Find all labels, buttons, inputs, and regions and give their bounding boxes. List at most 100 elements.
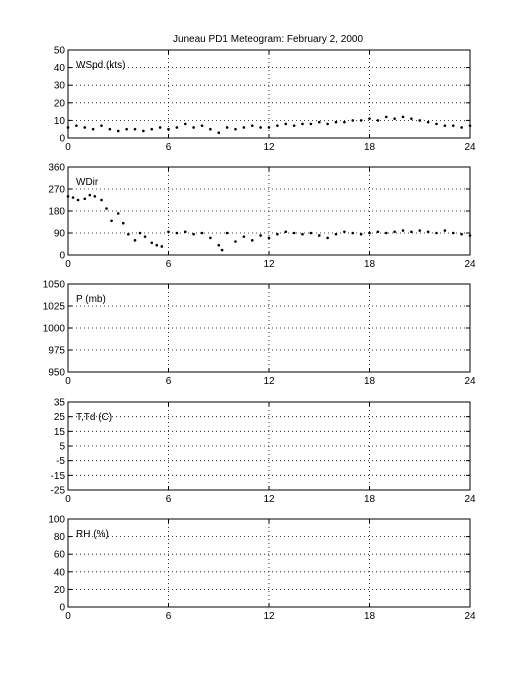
y-tick-label: -5 — [56, 456, 65, 467]
x-tick-label: 18 — [364, 611, 376, 622]
y-tick-label: 0 — [59, 134, 65, 145]
data-point — [142, 129, 145, 133]
wspd-panel: 0 6 12 18 24 0 10 20 30 40 50 WSpd (kts) — [54, 46, 476, 154]
wdir-panel: 0 6 12 18 24 0 90 180 270 360 WDir — [48, 163, 476, 271]
x-tick-label: 0 — [65, 259, 71, 270]
y-tick-label: 20 — [54, 585, 66, 596]
y-tick-label: 10 — [54, 116, 66, 127]
data-point — [418, 229, 422, 232]
data-point — [133, 127, 137, 131]
y-tick-label: -15 — [51, 471, 66, 482]
y-tick-label: 100 — [48, 515, 65, 526]
data-point — [326, 122, 329, 126]
y-tick-label: 25 — [54, 412, 66, 423]
pressure-panel: 0 6 12 18 24 950 975 1000 1025 1050 P (mb) — [43, 280, 476, 388]
data-point — [167, 230, 170, 234]
y-tick-label: 5 — [59, 442, 65, 453]
data-point — [376, 119, 380, 122]
data-point — [418, 119, 422, 122]
data-point — [301, 232, 304, 236]
x-tick-label: 12 — [263, 376, 275, 387]
y-tick-label: 1000 — [43, 324, 66, 335]
data-point — [192, 232, 195, 236]
data-point — [83, 126, 87, 129]
x-tick-label: 18 — [364, 142, 376, 153]
y-tick-label: 0 — [59, 251, 65, 262]
x-tick-label: 12 — [263, 494, 275, 505]
data-point — [334, 232, 338, 236]
y-tick-label: 20 — [54, 98, 66, 109]
data-point — [368, 231, 371, 235]
data-point — [155, 243, 159, 247]
wspd-label: WSpd (kts) — [76, 60, 125, 71]
x-tick-label: 18 — [364, 494, 376, 505]
data-point — [234, 127, 237, 131]
data-point — [292, 124, 296, 127]
data-point — [267, 236, 271, 240]
data-point — [108, 127, 112, 131]
data-point — [451, 124, 455, 127]
data-point — [116, 212, 120, 215]
x-tick-label: 24 — [464, 611, 476, 622]
data-point — [351, 231, 355, 235]
x-tick-label: 6 — [166, 611, 172, 622]
data-point — [183, 122, 187, 126]
data-point — [384, 231, 388, 235]
y-tick-label: 40 — [54, 567, 66, 578]
data-point — [192, 126, 195, 129]
data-point — [125, 127, 128, 131]
data-point — [217, 131, 221, 135]
data-point — [220, 248, 224, 252]
x-tick-label: 12 — [263, 259, 275, 270]
data-point — [259, 126, 262, 129]
figure-title: Juneau PD1 Meteogram: February 2, 2000 — [173, 34, 364, 45]
data-point — [200, 231, 204, 235]
data-point — [317, 234, 321, 237]
data-point — [158, 126, 162, 129]
data-point — [401, 229, 405, 232]
x-tick-label: 0 — [65, 611, 71, 622]
x-tick-label: 12 — [263, 611, 275, 622]
x-tick-label: 12 — [263, 142, 275, 153]
pressure-label: P (mb) — [76, 294, 106, 305]
temp-dewpoint-panel: 0 6 12 18 24 -25 -15 -5 5 15 25 35 T,Td (C) — [51, 398, 476, 506]
data-point — [443, 124, 447, 127]
data-point — [284, 122, 288, 126]
data-point — [460, 232, 463, 236]
data-point — [451, 231, 455, 235]
data-point — [209, 236, 212, 240]
data-point — [234, 240, 237, 243]
data-point — [66, 126, 70, 129]
data-point — [150, 127, 154, 131]
x-tick-label: 24 — [464, 142, 476, 153]
y-tick-label: 360 — [48, 163, 65, 174]
data-point — [138, 231, 142, 235]
data-point — [217, 243, 221, 247]
data-point — [359, 119, 363, 122]
y-tick-label: 15 — [54, 427, 66, 438]
data-point — [143, 235, 147, 238]
x-tick-label: 6 — [166, 376, 172, 387]
data-point — [343, 120, 346, 124]
y-tick-label: 1025 — [43, 302, 66, 313]
y-tick-label: 975 — [48, 346, 65, 357]
data-point — [410, 230, 413, 234]
x-tick-label: 6 — [166, 142, 172, 153]
wdir-label: WDir — [76, 177, 99, 188]
data-point — [276, 232, 279, 236]
y-tick-label: 50 — [54, 46, 66, 57]
y-tick-label: 0 — [59, 603, 65, 614]
data-point — [93, 195, 97, 198]
data-point — [435, 122, 438, 126]
data-point — [317, 120, 321, 124]
data-point — [368, 117, 371, 120]
x-tick-label: 6 — [166, 494, 172, 505]
x-tick-label: 24 — [464, 494, 476, 505]
data-point — [75, 124, 78, 127]
data-point — [426, 230, 430, 234]
data-point — [267, 126, 271, 129]
y-tick-label: 950 — [48, 368, 65, 379]
data-point — [121, 221, 125, 225]
data-point — [393, 230, 396, 234]
